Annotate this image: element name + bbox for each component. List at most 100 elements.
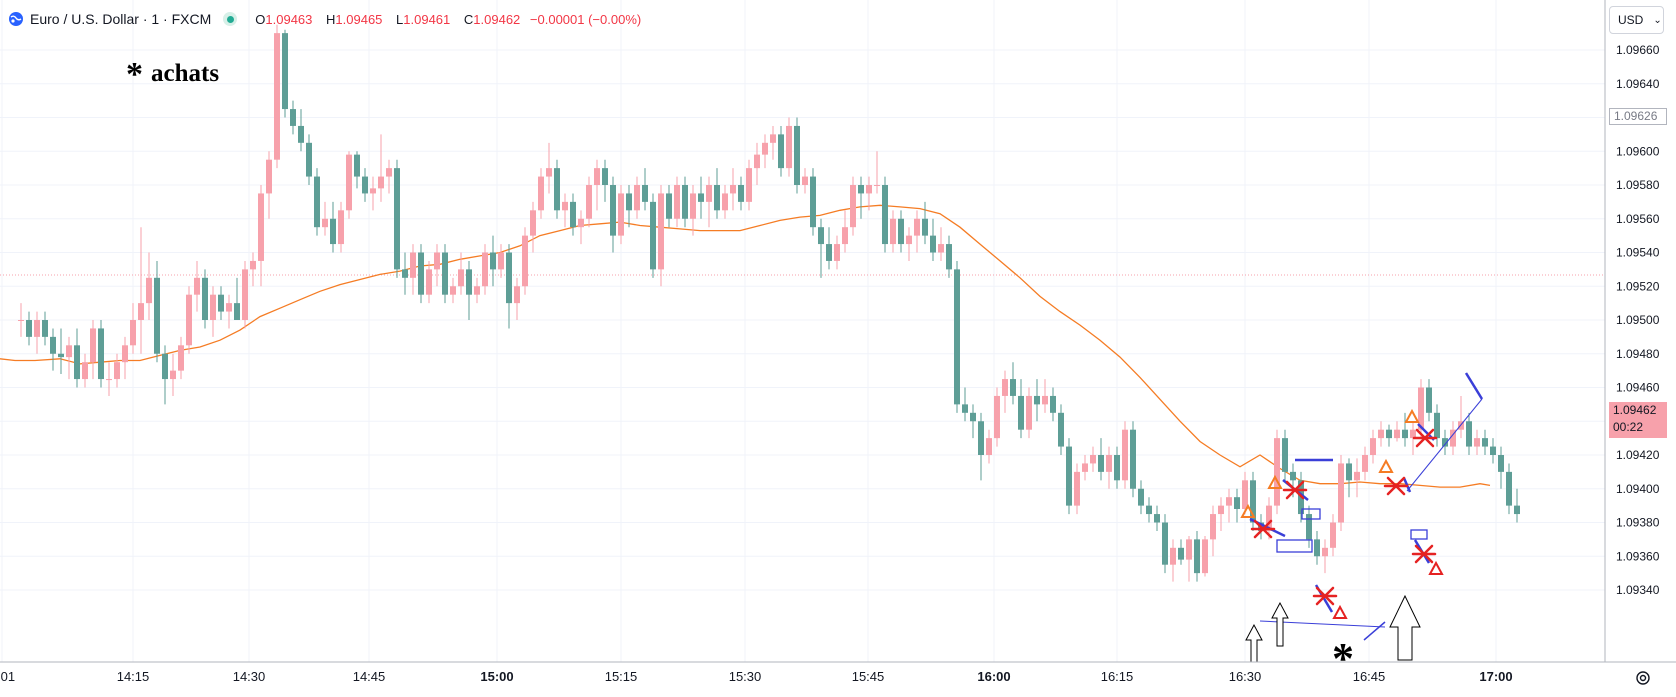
market-status-icon[interactable] <box>223 12 238 26</box>
candle <box>114 353 120 388</box>
candle-body <box>1434 412 1440 439</box>
currency-label: USD <box>1618 13 1644 27</box>
settings-gear-icon[interactable] <box>1634 669 1652 687</box>
candle-body <box>1506 471 1512 506</box>
candle-body <box>842 227 848 245</box>
candle <box>762 134 768 169</box>
red-asterisk <box>1383 476 1409 496</box>
candle-body <box>1146 505 1152 515</box>
candle <box>522 227 528 295</box>
candle-body <box>898 218 904 245</box>
candle-body <box>354 154 360 177</box>
candle-body <box>578 218 584 228</box>
achats-annotation[interactable]: * achats <box>126 56 219 94</box>
candle-body <box>850 185 856 228</box>
candle-body <box>826 244 832 261</box>
candle-body <box>1154 514 1160 523</box>
high-value: 1.09465 <box>335 11 383 27</box>
candle-body <box>674 185 680 219</box>
y-tick-label: 1.09560 <box>1616 212 1660 226</box>
candle-body <box>26 320 32 337</box>
candle <box>490 235 496 287</box>
blue-line <box>1464 372 1484 400</box>
candle-body <box>450 286 456 295</box>
candle-body <box>938 244 944 253</box>
candle <box>714 168 720 219</box>
candle <box>242 260 248 329</box>
candle <box>698 176 704 219</box>
candle <box>786 117 792 177</box>
candle <box>922 201 928 245</box>
candle <box>858 176 864 219</box>
candle <box>1474 429 1480 455</box>
candle-body <box>250 260 256 270</box>
candle <box>674 176 680 228</box>
candle-body <box>874 185 880 186</box>
candle <box>666 185 672 228</box>
y-tick-label: 1.09340 <box>1616 583 1660 597</box>
orange-triangle <box>1240 503 1256 518</box>
candle <box>506 244 512 329</box>
candle-body <box>346 154 352 211</box>
candle <box>706 176 712 228</box>
fxcm-globe-icon[interactable] <box>8 11 24 27</box>
candle-body <box>1210 514 1216 540</box>
candle-body <box>138 303 144 320</box>
candle <box>690 185 696 236</box>
candle-body <box>210 294 216 320</box>
candle <box>514 277 520 320</box>
y-tick-label: 1.09460 <box>1616 381 1660 395</box>
chart-grid <box>0 0 1605 662</box>
candle-body <box>1178 547 1184 560</box>
candle-body <box>754 154 760 169</box>
candle-body <box>538 176 544 211</box>
candle-body <box>66 345 72 358</box>
symbol-title[interactable]: Euro / U.S. Dollar · 1 · FXCM <box>30 11 212 27</box>
candle <box>1106 446 1112 489</box>
candle-body <box>154 277 160 354</box>
candle <box>1090 446 1096 472</box>
candle-body <box>1282 438 1288 472</box>
candle-body <box>466 269 472 295</box>
y-tick-label: 1.09540 <box>1616 246 1660 260</box>
candle <box>314 168 320 236</box>
currency-dropdown[interactable]: USD ⌄ <box>1609 6 1664 34</box>
candle <box>586 176 592 228</box>
candle <box>1458 395 1464 439</box>
candle-body <box>1010 379 1016 396</box>
candle-body <box>218 294 224 312</box>
candle-body <box>570 201 576 228</box>
candle <box>874 151 880 194</box>
candle <box>1178 539 1184 565</box>
candle <box>1210 505 1216 557</box>
candle-body <box>1250 480 1256 523</box>
candle-body <box>1418 387 1424 430</box>
change-value: −0.00001 (−0.00%) <box>529 11 642 27</box>
candle <box>394 159 400 278</box>
candle-body <box>1130 429 1136 489</box>
candle <box>898 210 904 253</box>
candle <box>826 227 832 270</box>
candle-body <box>1474 438 1480 447</box>
asterisk-annotation[interactable]: * <box>1332 634 1354 683</box>
candle <box>34 311 40 354</box>
candle-body <box>306 142 312 177</box>
candle <box>818 218 824 278</box>
candle <box>954 260 960 413</box>
candle-body <box>98 328 104 380</box>
candle-body <box>882 185 888 245</box>
candle <box>202 269 208 329</box>
x-tick-label: :01 <box>0 669 15 684</box>
candle <box>1282 429 1288 481</box>
candle <box>1050 387 1056 422</box>
candle <box>1002 370 1008 413</box>
countdown-timer: 00:22 <box>1613 420 1644 434</box>
candle <box>1066 438 1072 515</box>
candle <box>546 142 552 194</box>
candle-body <box>810 176 816 228</box>
moving-average-line <box>0 204 1491 488</box>
candle <box>754 142 760 185</box>
candle <box>1138 480 1144 515</box>
open-value: 1.09463 <box>265 11 313 27</box>
